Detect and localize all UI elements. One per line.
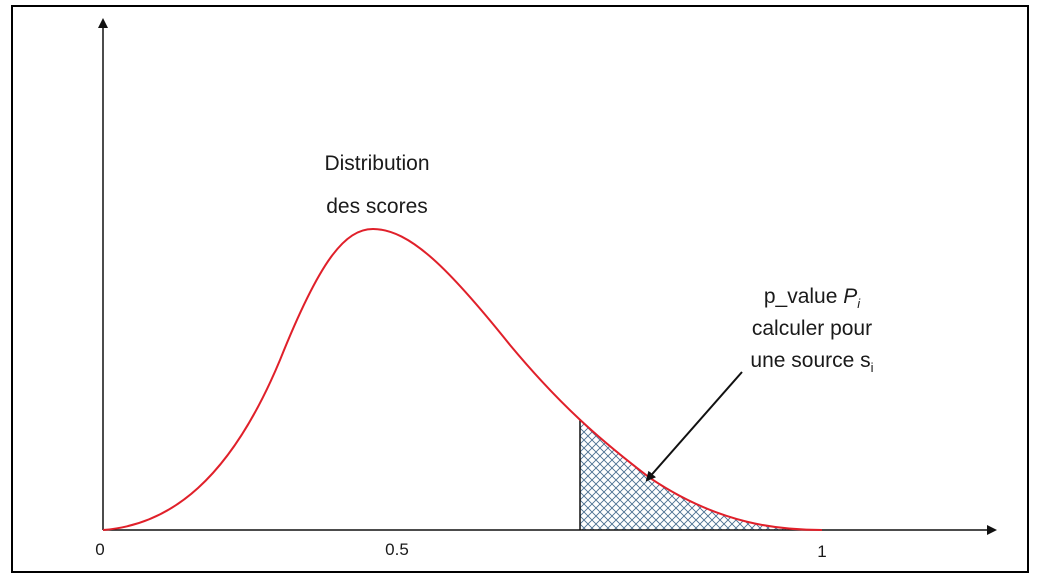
distribution-curve [102, 227, 823, 531]
curve-label: des scores [326, 195, 428, 218]
tick-label: 0.5 [385, 540, 409, 559]
p-value-label: une source si [750, 349, 873, 375]
frame [11, 5, 1029, 573]
curve-label: Distribution [324, 152, 429, 175]
p-value-label: calculer pour [752, 317, 872, 340]
p-value-label: p_value Pi [764, 285, 861, 311]
tick-label: 1 [817, 542, 826, 561]
arrow [645, 371, 743, 482]
tick-label: 0 [95, 540, 104, 559]
